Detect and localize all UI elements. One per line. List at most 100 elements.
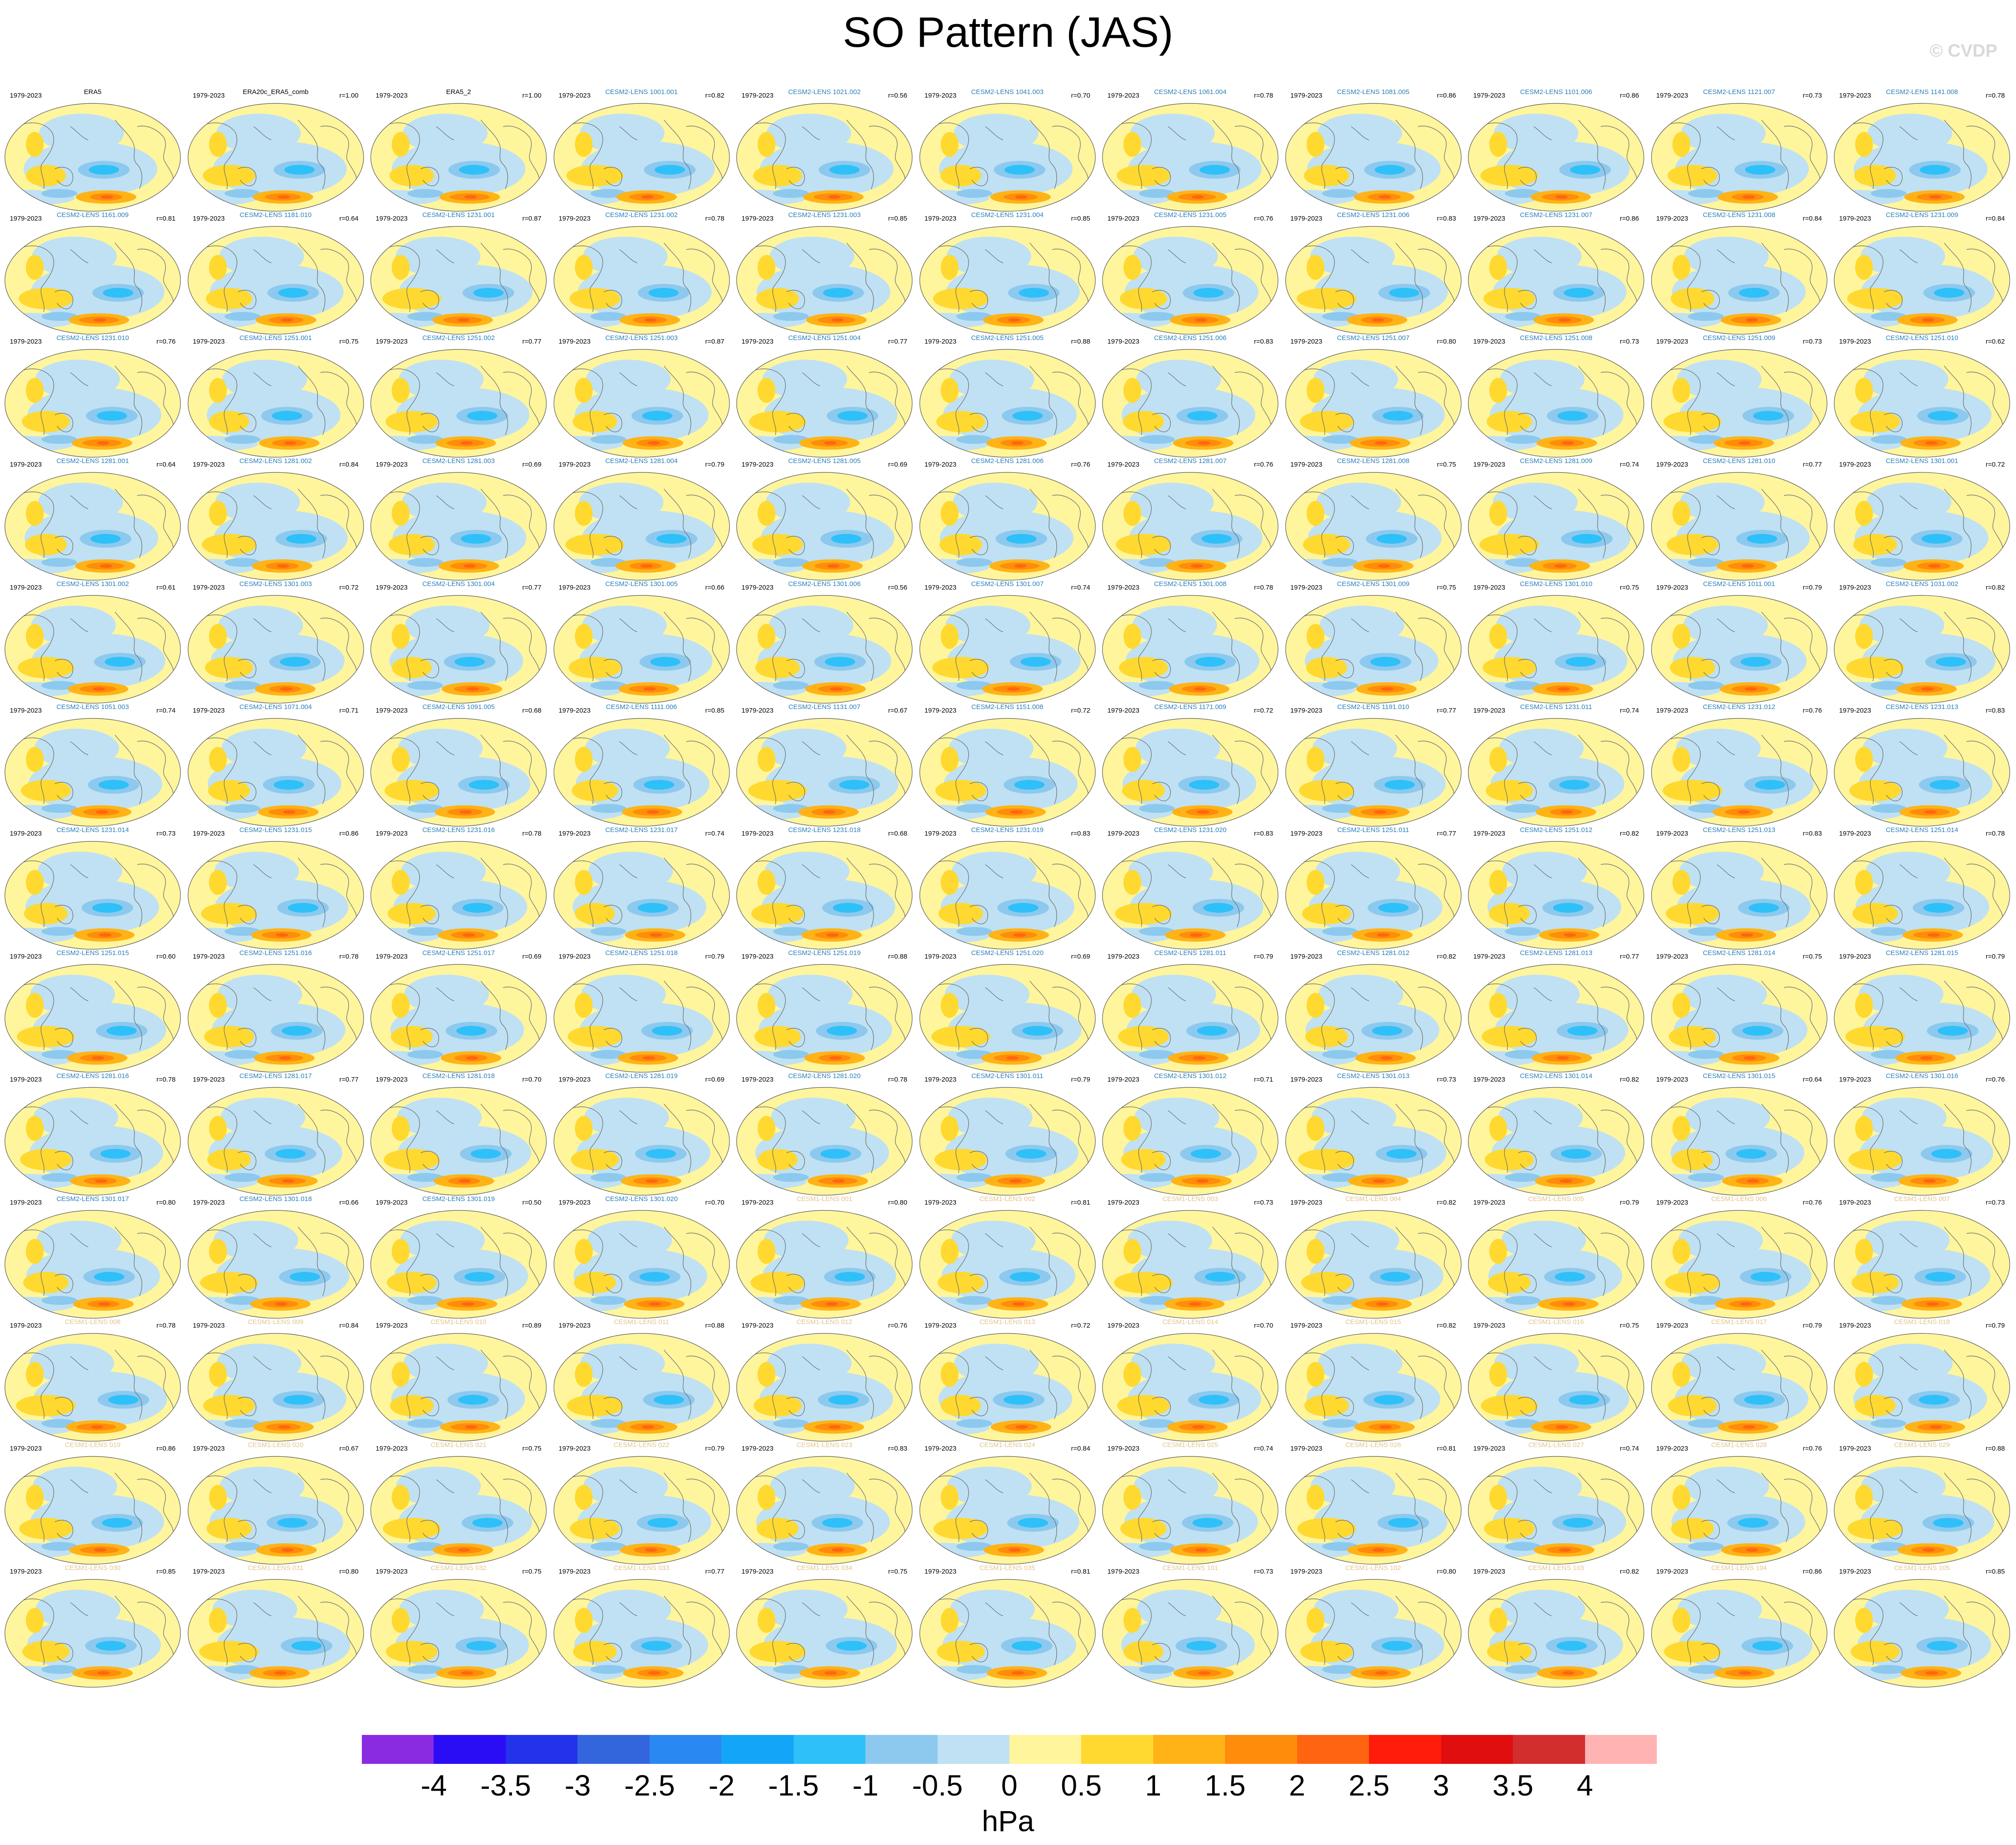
map-panel: 1979-2023 CESM1-LENS 025 r=0.74 (1101, 1441, 1279, 1566)
map-panel: 1979-2023 CESM1-LENS 005 r=0.79 (1467, 1195, 1645, 1320)
panel-correlation: r=0.75 (1620, 1322, 1639, 1329)
panel-title: CESM2-LENS 1301.019 (422, 1195, 495, 1203)
panel-correlation: r=0.84 (339, 1322, 359, 1329)
panel-title: CESM2-LENS 1141.008 (1886, 88, 1958, 96)
map-panel: 1979-2023 CESM2-LENS 1251.003 r=0.87 (553, 334, 731, 459)
panel-correlation: r=0.61 (156, 584, 176, 591)
copyright-watermark: © CVDP (1930, 41, 1997, 61)
map-field (1651, 1456, 1828, 1565)
panel-correlation: r=0.79 (1986, 1322, 2005, 1329)
panel-period: 1979-2023 (1107, 338, 1139, 345)
colorbar-swatch (1225, 1735, 1298, 1764)
colorbar-swatch (1153, 1735, 1225, 1764)
panel-correlation: r=0.76 (1803, 1445, 1822, 1452)
map-field (1651, 103, 1828, 212)
panel-correlation: r=0.88 (888, 953, 907, 960)
panel-period: 1979-2023 (1473, 338, 1505, 345)
panel-period: 1979-2023 (1839, 338, 1871, 345)
map-field (1102, 103, 1278, 212)
colorbar-tick-label: -4 (421, 1769, 447, 1802)
colorbar-tick-label: -3 (564, 1769, 591, 1802)
panel-title: CESM1-LENS 035 (979, 1564, 1036, 1572)
panel-title: CESM2-LENS 1301.011 (971, 1072, 1044, 1080)
map-panel: 1979-2023 CESM1-LENS 004 r=0.82 (1284, 1195, 1463, 1320)
panel-title: CESM2-LENS 1251.018 (605, 949, 678, 957)
panel-period: 1979-2023 (1656, 1076, 1688, 1083)
panel-correlation: r=0.85 (156, 1568, 176, 1575)
colorbar-tick-label: 0.5 (1061, 1769, 1102, 1802)
map-panel: 1979-2023 CESM2-LENS 1281.004 r=0.79 (553, 457, 731, 582)
map-panel: 1979-2023 CESM2-LENS 1231.017 r=0.74 (553, 826, 731, 951)
panel-period: 1979-2023 (924, 584, 957, 591)
map-field (553, 595, 730, 704)
colorbar (362, 1735, 1657, 1764)
panel-title: CESM2-LENS 1301.006 (788, 580, 861, 588)
map-field (736, 103, 913, 212)
map-panel: 1979-2023 CESM2-LENS 1281.017 r=0.77 (187, 1072, 365, 1197)
panel-period: 1979-2023 (1107, 1322, 1139, 1329)
panel-correlation: r=0.74 (1071, 584, 1090, 591)
map-field (919, 964, 1096, 1073)
panel-title: CESM2-LENS 1071.004 (239, 703, 312, 711)
panel-title: CESM2-LENS 1301.009 (1337, 580, 1410, 588)
panel-title: CESM1-LENS 010 (430, 1318, 487, 1326)
map-field (187, 841, 364, 950)
panel-correlation: r=0.70 (705, 1199, 725, 1206)
map-field (1468, 1456, 1644, 1565)
panel-period: 1979-2023 (1656, 1199, 1688, 1206)
panel-correlation: r=0.69 (522, 953, 541, 960)
map-panel: 1979-2023 CESM2-LENS 1301.010 r=0.75 (1467, 580, 1645, 705)
panel-period: 1979-2023 (376, 1076, 408, 1083)
map-panel: 1979-2023 CESM1-LENS 012 r=0.76 (735, 1318, 914, 1443)
colorbar-tick-label: 3.5 (1492, 1769, 1533, 1802)
panel-title: CESM1-LENS 005 (1528, 1195, 1584, 1203)
panel-correlation: r=0.79 (1620, 1199, 1639, 1206)
map-field (919, 103, 1096, 212)
map-field (187, 718, 364, 827)
map-panel: 1979-2023 CESM1-LENS 010 r=0.89 (369, 1318, 548, 1443)
map-panel: 1979-2023 CESM2-LENS 1301.002 r=0.61 (4, 580, 182, 705)
map-panel: 1979-2023 CESM1-LENS 105 r=0.85 (1833, 1564, 2011, 1689)
map-field (1834, 1087, 2010, 1196)
map-panel: 1979-2023 CESM1-LENS 022 r=0.79 (553, 1441, 731, 1566)
panel-period: 1979-2023 (1839, 1199, 1871, 1206)
panel-period: 1979-2023 (1290, 338, 1323, 345)
panel-title: CESM2-LENS 1251.007 (1337, 334, 1410, 342)
map-field (919, 349, 1096, 458)
panel-title: CESM2-LENS 1011.001 (1703, 580, 1775, 588)
panel-period: 1979-2023 (1839, 1568, 1871, 1575)
colorbar-tick-label: 1.5 (1205, 1769, 1246, 1802)
panel-title: CESM2-LENS 1121.007 (1703, 88, 1775, 96)
panel-title: CESM2-LENS 1131.007 (788, 703, 860, 711)
map-panel: 1979-2023 CESM1-LENS 033 r=0.77 (553, 1564, 731, 1689)
map-field (1285, 1210, 1462, 1319)
map-field (187, 964, 364, 1073)
panel-period: 1979-2023 (558, 953, 591, 960)
panel-title: CESM1-LENS 017 (1711, 1318, 1767, 1326)
panel-period: 1979-2023 (558, 338, 591, 345)
panel-period: 1979-2023 (742, 338, 774, 345)
panel-title: CESM2-LENS 1021.002 (788, 88, 861, 96)
panel-title: CESM1-LENS 004 (1345, 1195, 1401, 1203)
map-field (919, 472, 1096, 581)
map-field (1102, 349, 1278, 458)
map-field (1102, 595, 1278, 704)
map-panel: 1979-2023 CESM2-LENS 1231.018 r=0.68 (735, 826, 914, 951)
panel-period: 1979-2023 (1839, 1322, 1871, 1329)
map-panel: 1979-2023 CESM2-LENS 1281.013 r=0.77 (1467, 949, 1645, 1074)
panel-title: CESM1-LENS 028 (1711, 1441, 1767, 1449)
map-field (1468, 841, 1644, 950)
map-field (1102, 1579, 1278, 1688)
panel-correlation: r=0.78 (339, 953, 359, 960)
panel-title: CESM2-LENS 1231.020 (1154, 826, 1227, 834)
map-field (4, 1087, 181, 1196)
map-field (919, 226, 1096, 335)
panel-correlation: r=0.72 (339, 584, 359, 591)
panel-period: 1979-2023 (193, 953, 225, 960)
map-panel: 1979-2023 CESM2-LENS 1251.002 r=0.77 (369, 334, 548, 459)
map-field (1102, 1210, 1278, 1319)
map-field (736, 595, 913, 704)
map-panel: 1979-2023 CESM2-LENS 1251.013 r=0.83 (1650, 826, 1828, 951)
map-panel: 1979-2023 CESM2-LENS 1251.004 r=0.77 (735, 334, 914, 459)
map-panel: 1979-2023 CESM1-LENS 002 r=0.81 (918, 1195, 1097, 1320)
